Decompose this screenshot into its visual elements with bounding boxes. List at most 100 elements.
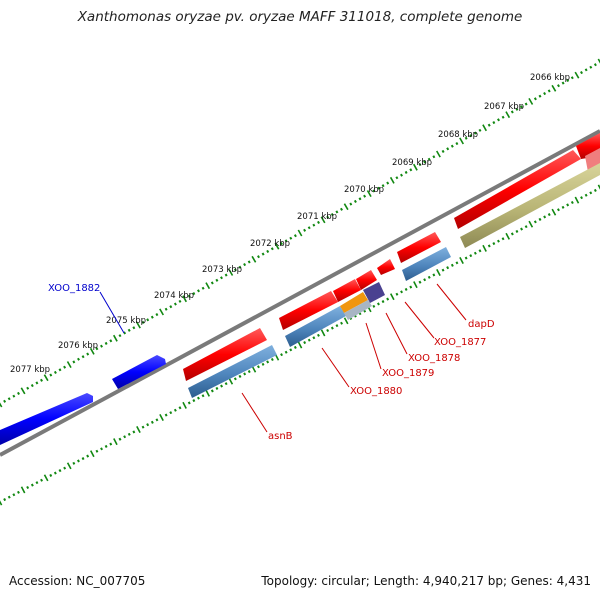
gene-label-asnB[interactable]: asnB	[268, 431, 293, 442]
minor-tick	[155, 418, 159, 422]
minor-tick	[238, 374, 242, 378]
minor-tick	[377, 186, 380, 190]
pointer-dapD	[436, 283, 467, 321]
kbp-label: 2073 kbp	[202, 265, 242, 275]
minor-tick	[164, 307, 168, 311]
minor-tick	[543, 215, 547, 219]
major-tick	[66, 361, 72, 368]
minor-tick	[446, 266, 450, 270]
minor-tick	[63, 466, 67, 470]
outer-tick-track	[0, 58, 600, 408]
kbp-label-group: 2066 kbp 2067 kbp 2068 kbp 2069 kbp 2070…	[10, 73, 570, 375]
kbp-label: 2068 kbp	[438, 130, 478, 140]
minor-tick	[280, 242, 283, 246]
label-pointers	[99, 283, 467, 433]
minor-tick	[224, 382, 228, 386]
gene-xoo1882-arrow[interactable]	[112, 355, 166, 389]
major-tick	[343, 203, 349, 211]
minor-tick	[284, 239, 288, 243]
major-tick	[436, 269, 441, 276]
minor-tick	[464, 136, 468, 140]
minor-tick	[418, 163, 422, 167]
minor-tick	[478, 128, 482, 132]
minor-tick	[543, 92, 547, 96]
kbp-label: 2070 kbp	[344, 185, 384, 195]
gene-xoo1880-arrow[interactable]	[279, 291, 338, 330]
gene-label-xoo1877[interactable]: XOO_1877	[434, 337, 486, 348]
minor-tick	[201, 394, 205, 398]
cds-xoo1880-bar[interactable]	[285, 306, 346, 347]
minor-tick	[455, 142, 459, 146]
minor-tick	[478, 249, 482, 253]
minor-tick	[247, 260, 251, 264]
cds-asnB-bar[interactable]	[188, 345, 277, 398]
gene-xoo1879-arrow[interactable]	[333, 279, 361, 302]
minor-tick	[492, 242, 496, 246]
gene-label-xoo1882[interactable]: XOO_1882	[48, 283, 100, 294]
gene-xoo1877-arrow[interactable]	[377, 259, 395, 275]
major-tick	[274, 242, 280, 250]
minor-tick	[270, 357, 274, 362]
minor-tick	[95, 449, 99, 453]
major-tick	[366, 190, 372, 197]
minor-tick	[109, 442, 113, 446]
major-tick	[320, 329, 326, 337]
minor-tick	[547, 89, 551, 93]
major-tick	[43, 474, 49, 482]
minor-tick	[257, 365, 260, 369]
minor-tick	[100, 447, 103, 451]
major-tick	[113, 438, 118, 446]
minor-tick	[349, 202, 353, 206]
minor-tick	[427, 157, 431, 161]
minor-tick	[303, 228, 307, 232]
minor-tick	[584, 193, 588, 197]
minor-tick	[257, 255, 260, 259]
minor-tick	[487, 244, 491, 248]
minor-tick	[372, 304, 376, 308]
minor-tick	[178, 406, 182, 410]
gene-label-xoo1880[interactable]: XOO_1880	[350, 386, 402, 397]
gene-label-xoo1878[interactable]: XOO_1878	[408, 353, 460, 364]
minor-tick	[187, 401, 191, 405]
cds-xoo1878-bar[interactable]	[363, 282, 385, 303]
minor-tick	[589, 191, 593, 195]
minor-tick	[12, 493, 16, 497]
major-tick	[551, 208, 557, 216]
minor-tick	[520, 227, 523, 231]
minor-tick	[538, 217, 542, 221]
cds-xoo1879-grey[interactable]	[344, 300, 372, 320]
gene-label-xoo1879[interactable]: XOO_1879	[382, 368, 434, 379]
cds-xoo1879-bar[interactable]	[340, 292, 368, 313]
cds-track	[188, 163, 600, 398]
major-tick	[297, 229, 303, 237]
minor-tick	[404, 170, 408, 174]
feature-olive-bar[interactable]	[460, 163, 600, 248]
minor-tick	[210, 281, 214, 285]
minor-tick	[7, 495, 11, 499]
minor-tick	[589, 65, 593, 69]
minor-tick	[293, 234, 297, 238]
minor-tick	[464, 256, 468, 260]
gene-asnB-arrow[interactable]	[183, 328, 267, 381]
minor-tick	[538, 94, 542, 98]
minor-tick	[100, 344, 103, 348]
major-tick	[574, 71, 580, 79]
gene-xoo1878-arrow[interactable]	[356, 270, 377, 290]
pointer-xoo1878	[385, 312, 408, 355]
cds-dapD-bar[interactable]	[402, 247, 451, 281]
gene-dapD-arrow[interactable]	[397, 232, 441, 263]
gene-label-dapD[interactable]: dapD	[468, 319, 495, 330]
minor-tick	[381, 300, 385, 304]
major-tick	[228, 269, 234, 276]
minor-tick	[570, 76, 574, 80]
minor-tick	[307, 226, 311, 230]
minor-tick	[224, 273, 228, 277]
minor-tick	[109, 339, 113, 343]
minor-tick	[243, 372, 247, 376]
minor-tick	[520, 105, 523, 109]
minor-tick	[40, 378, 43, 382]
gene-forward-long-arrow[interactable]	[454, 150, 581, 229]
major-tick	[389, 293, 395, 301]
gene-xoo1883-arrow[interactable]	[0, 393, 93, 445]
